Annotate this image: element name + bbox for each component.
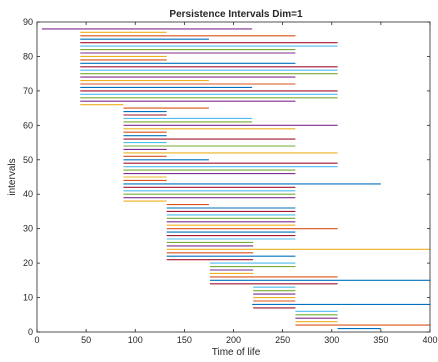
x-tick-label: 0 [34,335,39,345]
chart-title: Persistence Intervals Dim=1 [169,9,303,20]
y-axis-title: intervals [7,158,18,195]
axes: 0 50 100 150 200 250 300 350 400 0 10 20 30 40 50 60 70 8… [23,17,438,345]
y-tick-label: 70 [23,86,33,96]
y-tick-label: 50 [23,155,33,165]
x-tick-label: 350 [373,335,388,345]
y-tick-label: 90 [23,17,33,27]
y-tick-label: 0 [28,327,33,337]
interval-bars [41,28,430,330]
x-tick-label: 200 [226,335,241,345]
plot-frame [36,21,431,333]
y-tick-label: 10 [23,293,33,303]
x-tick-label: 100 [128,335,143,345]
y-tick-label: 30 [23,224,33,234]
y-tick-label: 20 [23,258,33,268]
x-tick-label: 150 [177,335,192,345]
y-tick-label: 40 [23,189,33,199]
x-tick-label: 300 [324,335,339,345]
x-tick-label: 50 [81,335,91,345]
y-tick-label: 80 [23,51,33,61]
x-tick-label: 400 [422,335,437,345]
y-tick-label: 60 [23,120,33,130]
x-tick-label: 250 [275,335,290,345]
x-axis-title: Time of life [212,347,261,357]
